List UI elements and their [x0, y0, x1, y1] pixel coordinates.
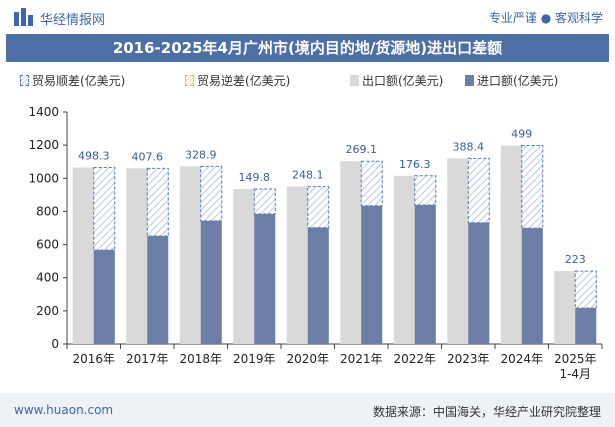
x-tick-label: 2020年: [286, 352, 329, 366]
surplus-value-label: 176.3: [399, 158, 431, 171]
surplus-value-label: 223: [565, 253, 586, 266]
surplus-bar: [253, 188, 276, 215]
y-tick-label: 600: [36, 238, 59, 252]
surplus-value-label: 269.1: [346, 143, 378, 156]
huajing-logo-icon: [14, 8, 33, 26]
x-tick-label: 2021年: [340, 352, 383, 366]
bars: 498.3 407.6 328.9 149.8 248.1 269.1 176.3 388.4…: [72, 127, 597, 344]
surplus-value-label: 248.1: [292, 169, 324, 182]
import-bar: [93, 250, 115, 344]
surplus-value-label: 499: [511, 127, 532, 140]
legend-label-export: 出口额(亿美元): [362, 74, 444, 88]
surplus-bar: [93, 167, 116, 251]
import-bar: [521, 228, 543, 344]
y-tick-label: 400: [36, 271, 59, 285]
x-tick-label: 2017年: [126, 352, 169, 366]
y-tick-label: 1400: [28, 105, 59, 119]
import-bar: [575, 308, 597, 344]
y-axis: 0 200 400 600 800 1000 1200 1400: [28, 105, 68, 351]
legend-label-surplus: 贸易顺差(亿美元): [32, 74, 126, 88]
y-tick-label: 1000: [28, 171, 59, 185]
data-source: 数据来源：中国海关，华经产业研究院整理: [372, 405, 601, 419]
surplus-bar: [200, 165, 223, 222]
top-bar: 华经情报网 专业严谨 ● 客观科学: [0, 0, 615, 34]
legend-swatch-surplus: [20, 75, 29, 86]
legend-swatch-export: [350, 75, 359, 86]
surplus-bar: [521, 144, 544, 229]
trade-balance-chart: 0 200 400 600 800 1000 1200 1400 2016年 2017年 2018…: [28, 105, 603, 381]
surplus-value-label: 149.8: [239, 171, 271, 184]
x-tick-label: 2022年: [393, 352, 436, 366]
import-bar: [468, 222, 490, 344]
surplus-value-label: 498.3: [78, 150, 110, 163]
import-bar: [254, 213, 276, 344]
surplus-bar: [574, 270, 597, 309]
import-bar: [361, 205, 383, 344]
slogan: 专业严谨 ● 客观科学: [488, 11, 603, 25]
y-tick-label: 200: [36, 304, 59, 318]
x-tick-label: 2024年: [500, 352, 543, 366]
legend-label-import: 进口额(亿美元): [477, 74, 559, 88]
x-tick-label: 2018年: [179, 352, 222, 366]
x-axis: 2016年 2017年 2018年 2019年 2020年 2021年 2022年 2023年…: [66, 343, 603, 381]
website-link[interactable]: www.huaon.com: [14, 403, 114, 417]
surplus-value-label: 388.4: [453, 140, 485, 153]
surplus-bar: [360, 160, 383, 207]
import-bar: [147, 235, 169, 344]
surplus-bar: [467, 157, 490, 224]
legend-item-export: 出口额(亿美元): [350, 71, 443, 91]
surplus-value-label: 407.6: [132, 150, 164, 163]
legend-item-deficit: 贸易逆差(亿美元): [185, 71, 290, 91]
y-tick-label: 800: [36, 204, 59, 218]
import-bar: [414, 204, 436, 344]
y-tick-label: 0: [51, 337, 59, 351]
brand-name: 华经情报网: [40, 13, 106, 28]
import-bar: [200, 220, 222, 344]
surplus-bar: [146, 167, 169, 237]
chart-legend: 贸易顺差(亿美元) 贸易逆差(亿美元) 出口额(亿美元) 进口额(亿美元): [20, 71, 610, 93]
x-tick-label: 2016年: [72, 352, 115, 366]
footer: www.huaon.com 数据来源：中国海关，华经产业研究院整理: [0, 393, 615, 427]
surplus-bar: [307, 186, 330, 229]
surplus-bar: [414, 175, 437, 206]
legend-label-deficit: 贸易逆差(亿美元): [197, 74, 291, 88]
x-tick-label: 2019年: [233, 352, 276, 366]
chart-title: 2016-2025年4月广州市(境内目的地/货源地)进出口差额: [6, 34, 609, 62]
x-tick-label: 2023年: [447, 352, 490, 366]
legend-swatch-deficit: [185, 75, 194, 86]
legend-swatch-import: [465, 75, 474, 86]
x-tick-label: 2025年 1-4月: [554, 352, 597, 381]
import-bar: [307, 227, 329, 344]
legend-item-import: 进口额(亿美元): [465, 71, 558, 91]
y-tick-label: 1200: [28, 138, 59, 152]
legend-item-surplus: 贸易顺差(亿美元): [20, 71, 125, 91]
surplus-value-label: 328.9: [185, 148, 217, 161]
